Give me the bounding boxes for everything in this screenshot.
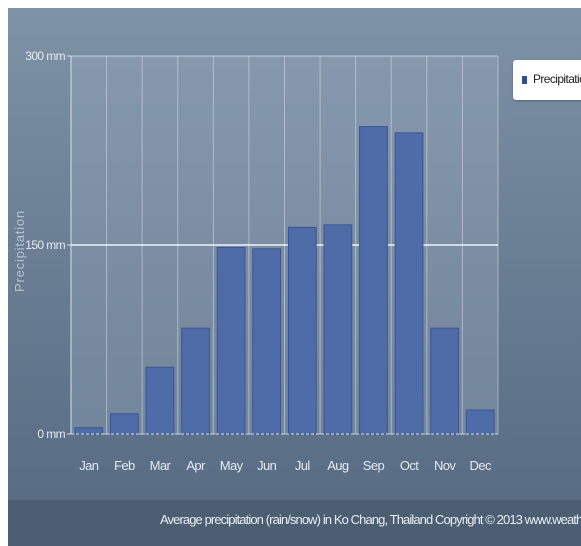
- bar-mar: [145, 366, 175, 435]
- chart-frame: 0 mm 150 mm 300 mm Jan Feb Mar Apr May Jun Jul Au…: [8, 8, 581, 546]
- axes: [67, 55, 498, 435]
- footer-caption: Average precipitation (rain/snow) in Ko …: [160, 512, 581, 527]
- legend-swatch: [522, 76, 527, 84]
- legend-label: Precipitation: [533, 72, 581, 86]
- legend: Precipitation: [513, 60, 581, 100]
- x-tick-label-may: May: [220, 458, 244, 473]
- bar-jun: [252, 248, 282, 435]
- y-tick-label: 300 mm: [25, 49, 65, 63]
- y-tick-label: 0 mm: [37, 427, 65, 441]
- y-tick-labels: 0 mm 150 mm 300 mm: [25, 49, 66, 441]
- x-tick-label-aug: Aug: [327, 458, 349, 473]
- bar-apr: [181, 327, 210, 435]
- x-tick-label-oct: Oct: [400, 458, 419, 473]
- bar-series: [74, 126, 495, 435]
- bar-jan: [74, 427, 104, 435]
- x-tick-label-apr: Apr: [186, 458, 206, 473]
- x-tick-label-mar: Mar: [150, 458, 172, 473]
- x-tick-label-jan: Jan: [79, 458, 99, 473]
- y-axis-label: Precipitation: [12, 210, 27, 292]
- x-tick-label-dec: Dec: [470, 458, 492, 473]
- bar-jul: [287, 226, 317, 435]
- bar-sep: [359, 126, 388, 435]
- bar-aug: [323, 224, 353, 435]
- x-tick-label-jun: Jun: [257, 458, 277, 473]
- bar-oct: [394, 132, 424, 435]
- footer-bar: Average precipitation (rain/snow) in Ko …: [8, 500, 581, 546]
- bar-feb: [109, 413, 139, 435]
- x-tick-label-jul: Jul: [295, 458, 311, 473]
- x-tick-label-feb: Feb: [114, 458, 135, 473]
- y-tick-label: 150 mm: [25, 238, 65, 252]
- precipitation-chart: 0 mm 150 mm 300 mm Jan Feb Mar Apr May Jun Jul Au…: [12, 49, 499, 473]
- bar-nov: [430, 327, 460, 435]
- x-tick-label-nov: Nov: [434, 458, 456, 473]
- bar-may: [216, 247, 246, 435]
- bar-dec: [465, 409, 495, 435]
- x-tick-label-sep: Sep: [363, 458, 385, 473]
- x-tick-labels: Jan Feb Mar Apr May Jun Jul Aug Sep Oct Nov Dec: [79, 458, 492, 473]
